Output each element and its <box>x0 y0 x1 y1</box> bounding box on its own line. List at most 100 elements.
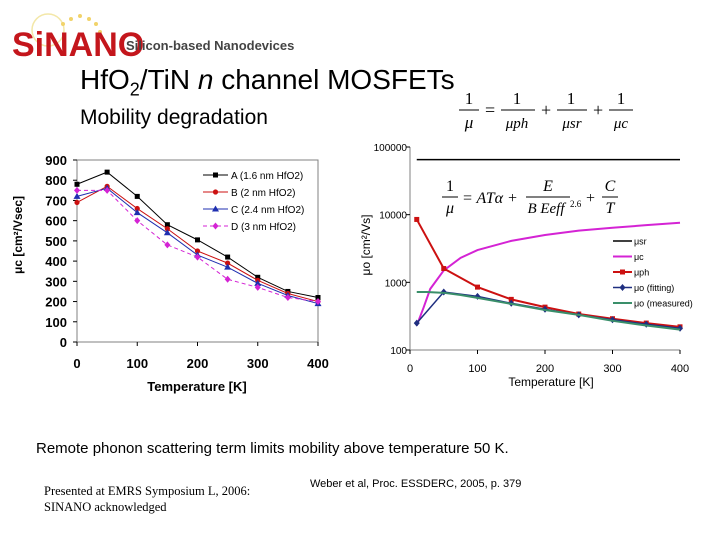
left-x-tick-label: 300 <box>247 356 269 371</box>
left-legend-box <box>200 167 305 235</box>
right-x-tick-label: 100 <box>468 363 486 375</box>
logo-stars <box>31 13 102 47</box>
left-data-point <box>254 279 262 286</box>
left-y-tick-label: 200 <box>45 295 67 310</box>
right-legend-label: μph <box>634 268 649 278</box>
left-x-tick-label: 100 <box>126 356 148 371</box>
left-data-point <box>284 294 291 302</box>
left-data-point <box>74 181 80 187</box>
left-y-tick-label: 300 <box>45 274 67 289</box>
eq2-lhs-den: μ <box>445 200 454 217</box>
scattering-equation: 1 μ = ATα + E B Eeff 2.6 + C T <box>442 178 618 217</box>
left-x-tick-label: 200 <box>187 356 209 371</box>
right-series-line <box>416 290 681 331</box>
left-y-tick-label: 900 <box>45 153 67 168</box>
page-subtitle: Mobility degradation <box>80 106 268 129</box>
left-legend-marker <box>213 172 218 178</box>
left-data-point <box>134 193 140 199</box>
presented-line-2: SINANO acknowledged <box>44 500 167 514</box>
right-legend-marker <box>620 269 625 275</box>
left-data-point <box>254 283 261 291</box>
left-data-point <box>164 226 170 232</box>
right-legend-label: μc <box>634 252 644 262</box>
left-data-point <box>194 248 201 254</box>
conclusion-note: Remote phonon scattering term limits mob… <box>36 440 509 457</box>
eq1-lhs-den: μ <box>464 113 474 132</box>
left-legend-label: A (1.6 nm HfO2) <box>231 171 303 182</box>
left-data-point <box>224 263 232 270</box>
right-x-tick-label: 0 <box>407 363 413 375</box>
left-data-point <box>73 192 81 199</box>
left-series-line <box>77 189 319 303</box>
svg-text:=: = <box>485 100 495 120</box>
right-y-tick-label: 1000 <box>385 278 408 289</box>
eq2-last-num: C <box>605 178 616 195</box>
svg-text:1: 1 <box>567 89 576 108</box>
right-x-tick-label: 300 <box>603 363 621 375</box>
svg-text:1: 1 <box>617 89 626 108</box>
logo-mark: SiNANO <box>12 26 144 64</box>
left-data-point <box>134 205 140 212</box>
left-y-tick-label: 500 <box>45 234 67 249</box>
left-legend-marker <box>212 222 219 230</box>
chart-mu-c-vs-temperature: 0 100 200 300 400 500 600 700 800 900 0 100 200 300 40… <box>11 153 329 394</box>
left-legend-marker <box>212 189 219 195</box>
left-legend-label: C (2.4 nm HfO2) <box>231 205 304 216</box>
left-data-point <box>315 295 321 301</box>
presented-line-1: Presented at EMRS Symposium L, 2006: <box>44 484 251 498</box>
right-y-tick-label: 100000 <box>374 143 408 154</box>
svg-text:1: 1 <box>513 89 522 108</box>
left-data-point <box>315 298 321 306</box>
right-x-axis-label: Temperature [K] <box>508 375 593 389</box>
right-data-point <box>414 216 420 222</box>
right-legend-label: μsr <box>634 237 647 247</box>
page-title: HfO2/TiN n channel MOSFETs <box>80 64 455 100</box>
eq2-frac-den: B Eeff <box>527 201 566 217</box>
logo-tagline: Silicon-based Nanodevices <box>126 38 294 53</box>
eq2-rhs: = ATα + <box>462 190 518 207</box>
right-data-point <box>413 319 420 327</box>
left-y-tick-label: 700 <box>45 193 67 208</box>
left-y-tick-label: 800 <box>45 173 67 188</box>
sinano-logo: SiNANO Silicon-based Nanodevices <box>12 13 294 64</box>
left-legend-marker <box>212 205 219 212</box>
right-y-axis-label: μo [cm²/Vs] <box>359 215 373 276</box>
svg-text:+: + <box>541 100 551 120</box>
left-y-tick-label: 600 <box>45 214 67 229</box>
left-data-point <box>225 254 231 260</box>
left-data-point <box>194 253 201 261</box>
left-data-point <box>164 241 171 249</box>
left-legend-label: B (2 nm HfO2) <box>231 188 295 199</box>
left-legend-label: D (3 nm HfO2) <box>231 222 296 233</box>
left-y-axis-label: μc [cm²/Vsec] <box>11 196 25 274</box>
eq1-term-c: μc <box>613 116 629 132</box>
svg-text:+: + <box>593 100 603 120</box>
right-legend-label: μo (measured) <box>634 299 693 309</box>
left-x-tick-label: 0 <box>73 356 80 371</box>
left-y-tick-label: 0 <box>60 335 67 350</box>
left-data-point <box>195 237 200 243</box>
reference-citation: Weber et al, Proc. ESSDERC, 2005, p. 379 <box>310 478 522 490</box>
right-data-point <box>508 296 514 302</box>
left-data-point <box>163 229 171 236</box>
left-data-point <box>164 222 170 228</box>
left-x-axis-label: Temperature [K] <box>147 379 246 394</box>
left-data-point <box>74 186 80 194</box>
left-data-point <box>134 217 141 225</box>
right-data-point <box>475 284 480 290</box>
left-data-point <box>104 186 111 194</box>
left-data-point <box>133 209 141 216</box>
eq2-lhs-num: 1 <box>446 178 454 195</box>
right-y-tick-label: 10000 <box>379 211 407 222</box>
left-data-point <box>74 199 80 206</box>
svg-text:+: + <box>586 190 595 207</box>
eq2-last-den: T <box>606 200 616 217</box>
right-legend-marker <box>619 284 626 291</box>
left-data-point <box>224 275 231 283</box>
right-legend-label: μo (fitting) <box>634 283 674 293</box>
eq1-term-sr: μsr <box>561 116 581 132</box>
eq1-lhs-num: 1 <box>465 89 474 108</box>
mobility-equation: 1 μ = 1 μph + 1 μsr + 1 μc <box>459 89 633 132</box>
left-data-point <box>255 274 261 280</box>
